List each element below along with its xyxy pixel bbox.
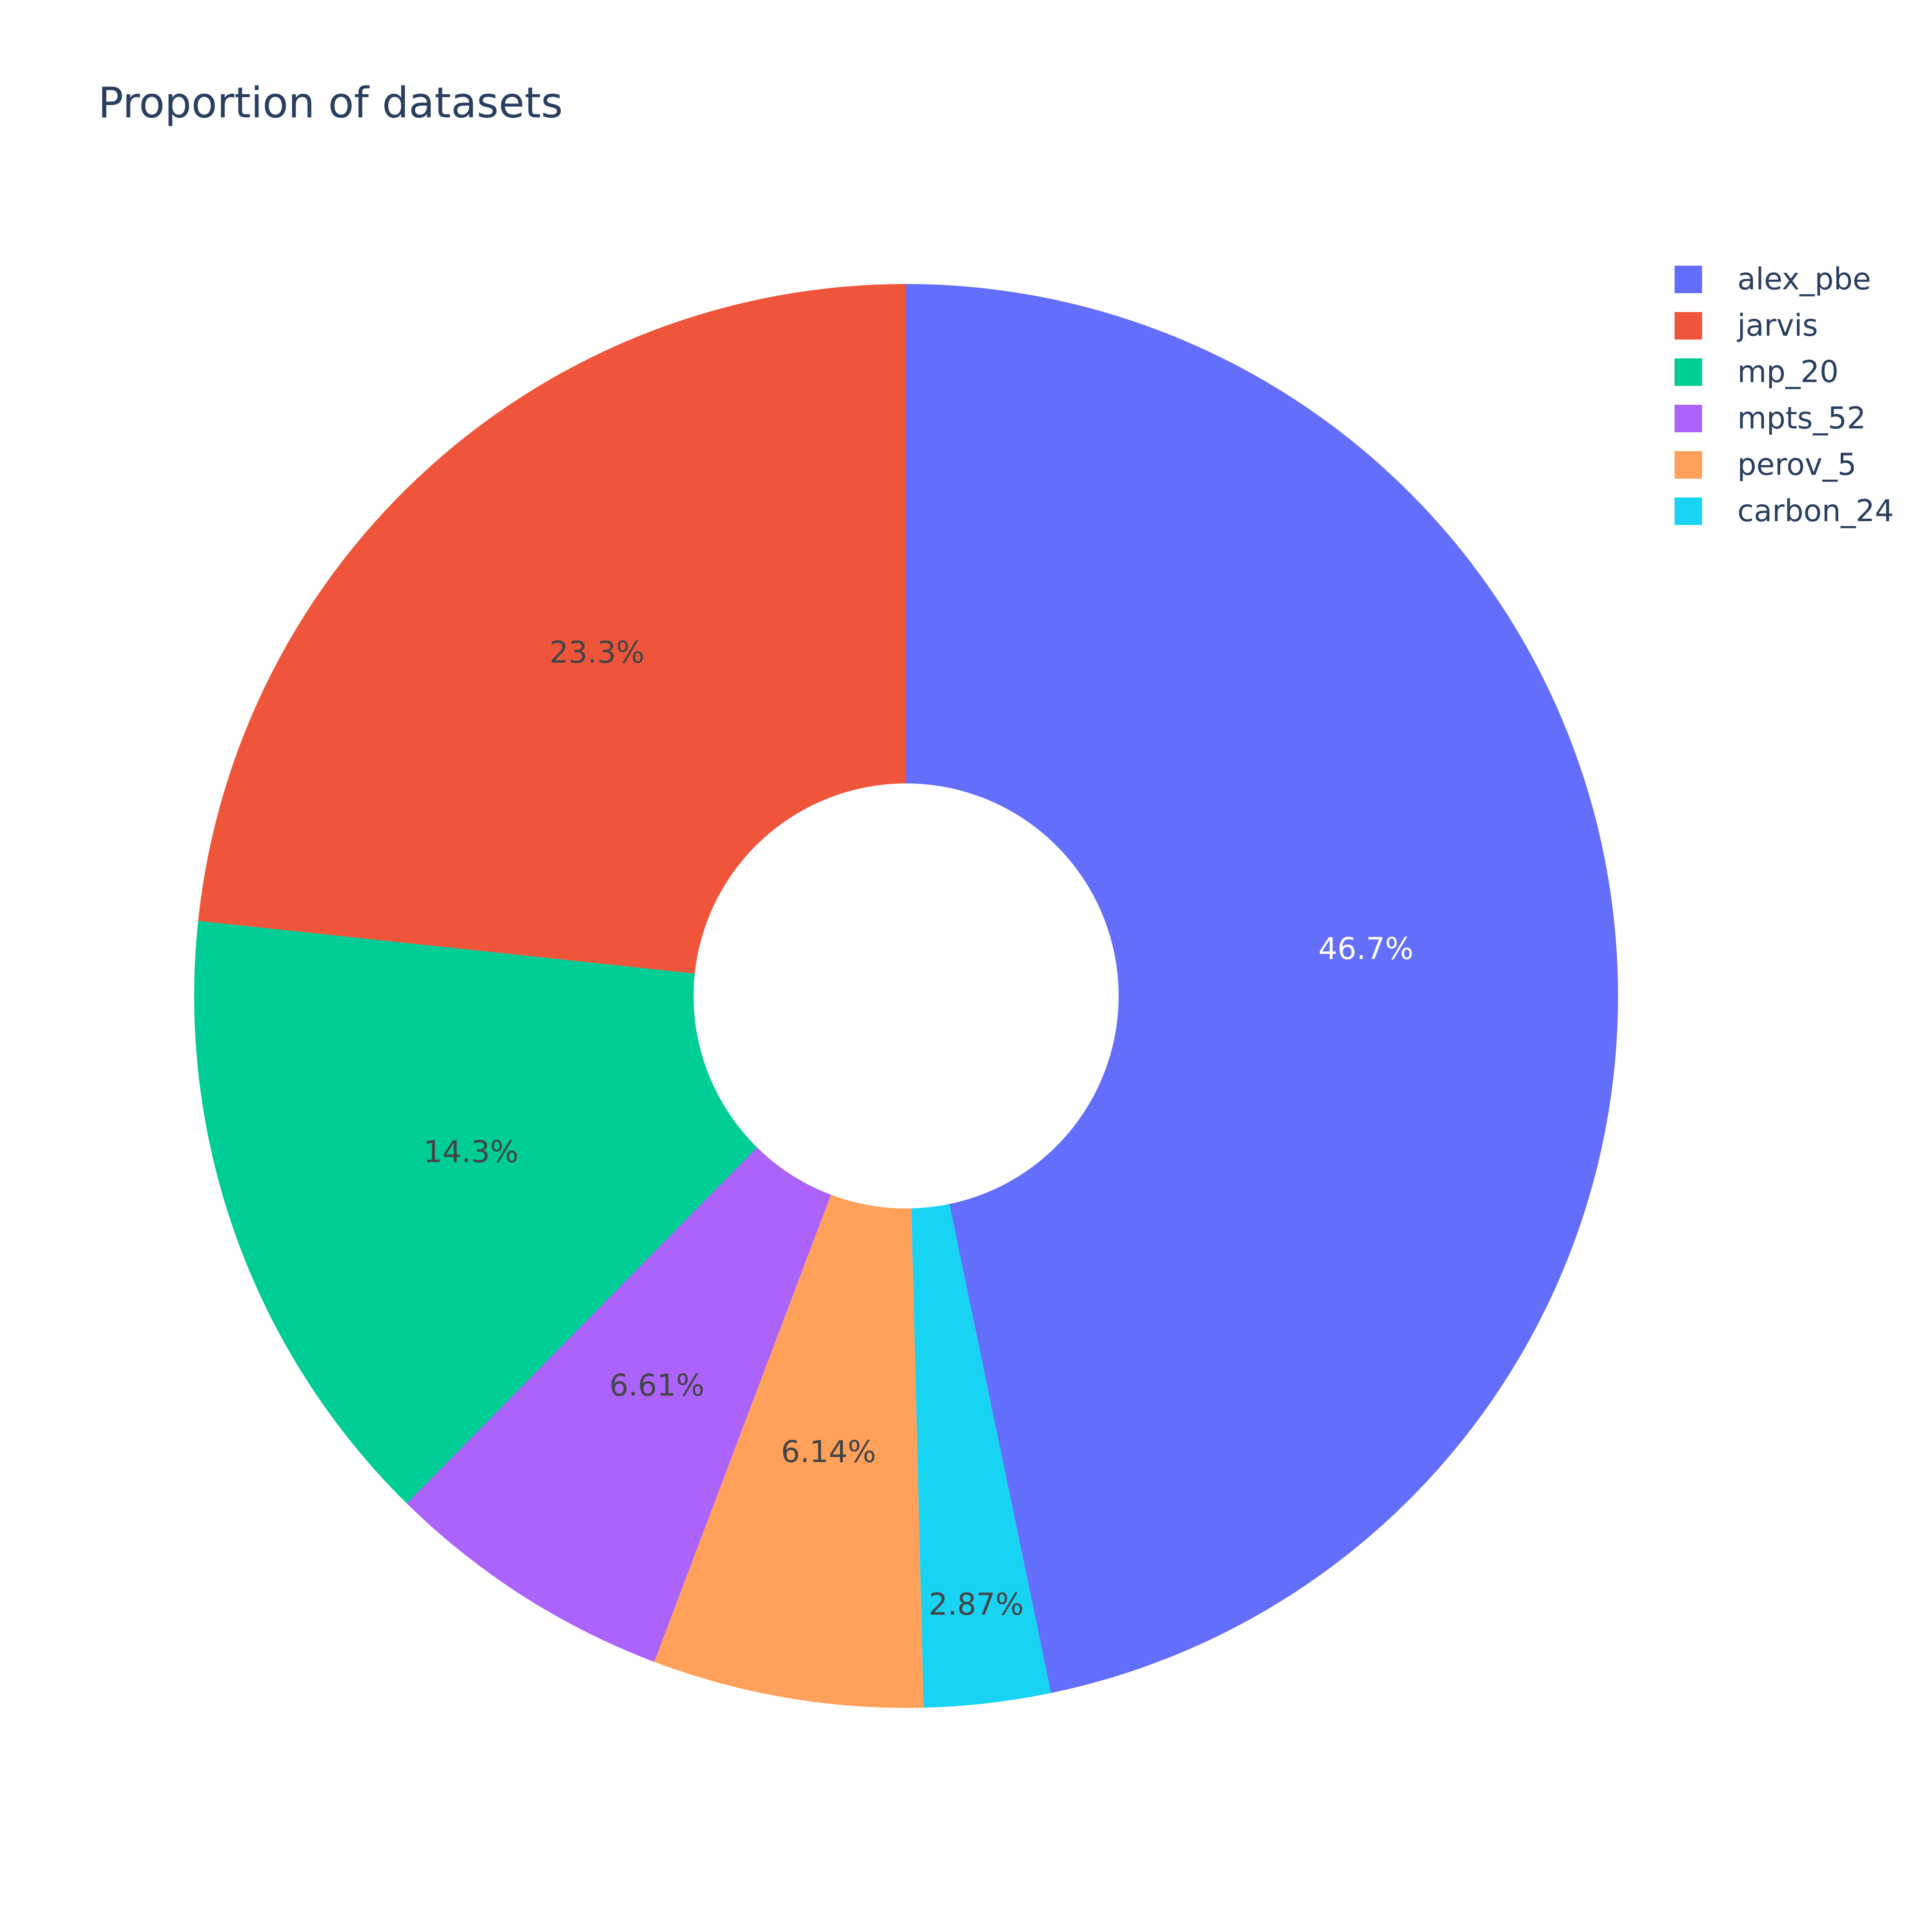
legend-item-carbon-24[interactable]: carbon_24 (1675, 488, 1894, 534)
pie-slice-mp-20[interactable] (194, 921, 757, 1504)
legend-label: mp_20 (1737, 354, 1839, 389)
slices-layer (194, 284, 1618, 1708)
slice-label-carbon-24: 2.87% (929, 1587, 1024, 1622)
legend-swatch (1675, 451, 1702, 479)
pie-slice-jarvis[interactable] (198, 284, 907, 974)
legend-swatch (1675, 265, 1702, 293)
legend-swatch (1675, 404, 1702, 432)
legend-item-mp-20[interactable]: mp_20 (1675, 349, 1894, 395)
slice-labels-layer: 46.7% 2.87% 6.14% 6.61% 14.3% 23.3% (424, 635, 1414, 1622)
pie-slice-alex-pbe[interactable] (906, 284, 1618, 1693)
slice-label-alex-pbe: 46.7% (1318, 931, 1413, 966)
pie-slice-mpts-52[interactable] (407, 1147, 831, 1662)
chart-title: Proportion of datasets (98, 78, 563, 128)
legend-label: perov_5 (1737, 447, 1857, 482)
pie-slice-perov-5[interactable] (654, 1194, 924, 1708)
legend-item-jarvis[interactable]: jarvis (1675, 302, 1894, 349)
legend-label: carbon_24 (1737, 493, 1894, 528)
legend-item-alex-pbe[interactable]: alex_pbe (1675, 256, 1894, 302)
legend-item-mpts-52[interactable]: mpts_52 (1675, 395, 1894, 441)
slice-label-jarvis: 23.3% (549, 635, 644, 670)
slice-label-mp-20: 14.3% (424, 1134, 519, 1169)
slice-label-perov-5: 6.14% (781, 1434, 876, 1469)
legend-swatch (1675, 497, 1702, 525)
slice-label-mpts-52: 6.61% (610, 1368, 705, 1403)
legend-label: mpts_52 (1737, 400, 1866, 436)
legend-label: jarvis (1737, 308, 1818, 343)
pie-slice-carbon-24[interactable] (911, 1204, 1051, 1708)
legend-swatch (1675, 312, 1702, 340)
legend-label: alex_pbe (1737, 261, 1871, 297)
legend-item-perov-5[interactable]: perov_5 (1675, 441, 1894, 488)
legend-swatch (1675, 358, 1702, 386)
